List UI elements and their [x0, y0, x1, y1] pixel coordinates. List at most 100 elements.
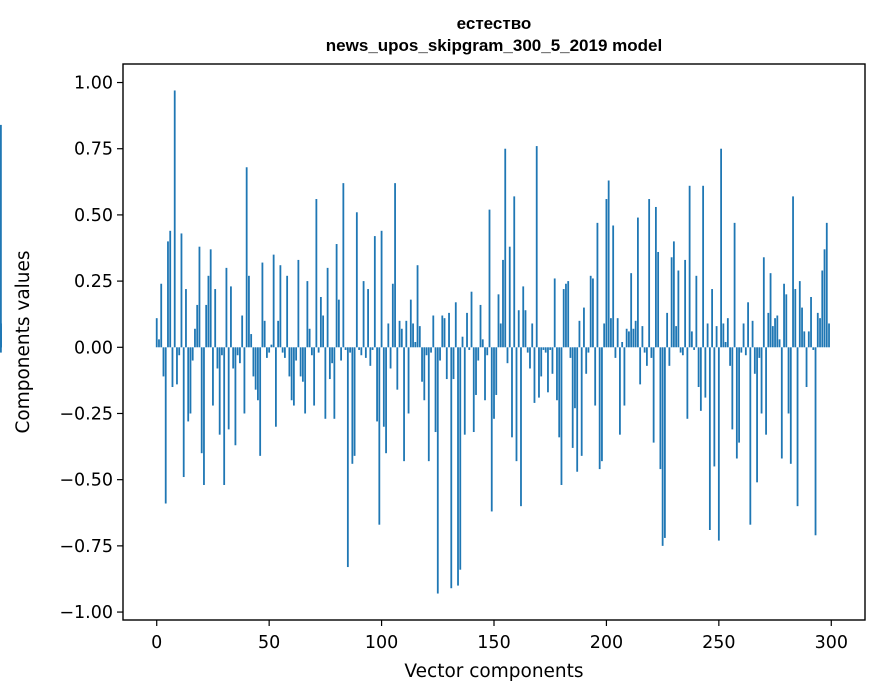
bar-260 — [740, 347, 743, 353]
bar-265 — [751, 320, 754, 348]
bar-4 — [164, 347, 167, 504]
bar-147 — [486, 347, 489, 356]
bar-undefined — [0, 347, 2, 353]
bar-62 — [295, 347, 298, 361]
bar-113 — [409, 299, 412, 348]
bar-32 — [227, 347, 230, 430]
bar-144 — [479, 304, 482, 348]
bar-52 — [272, 254, 275, 348]
bar-254 — [726, 318, 729, 348]
bar-60 — [290, 347, 293, 401]
bar-83 — [342, 183, 345, 348]
bar-154 — [502, 259, 504, 348]
bar-140 — [470, 291, 473, 348]
bar-229 — [670, 257, 673, 348]
bar-257 — [733, 222, 736, 348]
y-tick-label: 0.75 — [74, 140, 113, 160]
bar-95 — [369, 347, 372, 366]
bar-51 — [270, 344, 273, 348]
bar-34 — [232, 347, 235, 369]
bar-148 — [488, 209, 491, 348]
x-tick-label: 200 — [590, 633, 623, 653]
bar-87 — [351, 347, 354, 464]
bar-246 — [708, 347, 711, 530]
bar-165 — [526, 347, 529, 353]
bar-230 — [672, 241, 675, 348]
bar-261 — [742, 323, 745, 348]
bar-262 — [744, 347, 747, 356]
bar-253 — [724, 342, 727, 348]
bar-102 — [385, 347, 387, 454]
bar-190 — [583, 307, 585, 348]
bar-101 — [382, 347, 385, 427]
bar-152 — [497, 294, 500, 348]
bar-150 — [493, 347, 495, 419]
bar-24 — [209, 249, 212, 348]
y-tick-label: 0.25 — [74, 272, 113, 292]
bar-182 — [565, 283, 567, 348]
bar-65 — [301, 347, 304, 382]
bar-290 — [807, 331, 810, 348]
bar-5 — [167, 241, 169, 348]
bar-196 — [596, 222, 599, 348]
bar-206 — [619, 347, 621, 435]
bar-12 — [182, 347, 185, 478]
bar-105 — [391, 283, 394, 348]
y-tick-label: −1.00 — [59, 603, 113, 623]
bar-134 — [457, 347, 459, 586]
bar-250 — [717, 347, 720, 541]
bar-184 — [569, 347, 572, 358]
bar-146 — [484, 347, 486, 401]
bar-139 — [468, 347, 471, 350]
bar-6 — [169, 230, 172, 348]
bar-45 — [257, 347, 259, 401]
bar-137 — [463, 347, 466, 435]
bar-270 — [762, 257, 765, 348]
bar-162 — [520, 347, 522, 507]
bar-297 — [823, 249, 826, 348]
bar-26 — [214, 289, 217, 348]
bar-135 — [459, 347, 462, 570]
bar-209 — [625, 328, 628, 348]
bar-272 — [767, 312, 770, 348]
bar-14 — [187, 347, 190, 422]
bar-22 — [205, 304, 208, 348]
bar-213 — [634, 320, 637, 348]
bar-289 — [805, 347, 808, 388]
bar-23 — [207, 275, 210, 348]
bar-164 — [524, 310, 527, 348]
bar-35 — [234, 347, 237, 446]
bar-156 — [506, 347, 509, 364]
y-tick-label: 1.00 — [74, 74, 113, 94]
bar-37 — [239, 347, 241, 364]
bar-2 — [160, 283, 163, 348]
bar-208 — [623, 347, 626, 406]
bar-109 — [400, 328, 403, 348]
bar-160 — [515, 347, 518, 462]
bar-255 — [729, 347, 731, 366]
bar-167 — [531, 323, 534, 348]
bar-271 — [765, 347, 767, 435]
bar-242 — [699, 347, 702, 411]
bar-85 — [346, 347, 349, 568]
bar-204 — [614, 347, 617, 358]
bar-36 — [236, 347, 239, 356]
bar-244 — [704, 347, 707, 398]
bar-10 — [178, 347, 181, 356]
bar-115 — [414, 342, 417, 348]
bar-undefined — [0, 124, 2, 348]
bar-153 — [499, 323, 502, 348]
bar-63 — [297, 259, 300, 348]
bar-126 — [439, 347, 441, 361]
bar-278 — [780, 347, 783, 459]
y-tick-label: −0.50 — [59, 471, 113, 491]
bar-197 — [598, 347, 601, 470]
bar-89 — [355, 212, 358, 348]
bar-21 — [203, 347, 205, 485]
bar-177 — [553, 278, 556, 348]
bar-176 — [551, 347, 554, 374]
bar-81 — [337, 299, 340, 348]
bar-91 — [360, 347, 363, 356]
bar-8 — [173, 90, 176, 348]
bar-202 — [610, 318, 612, 348]
